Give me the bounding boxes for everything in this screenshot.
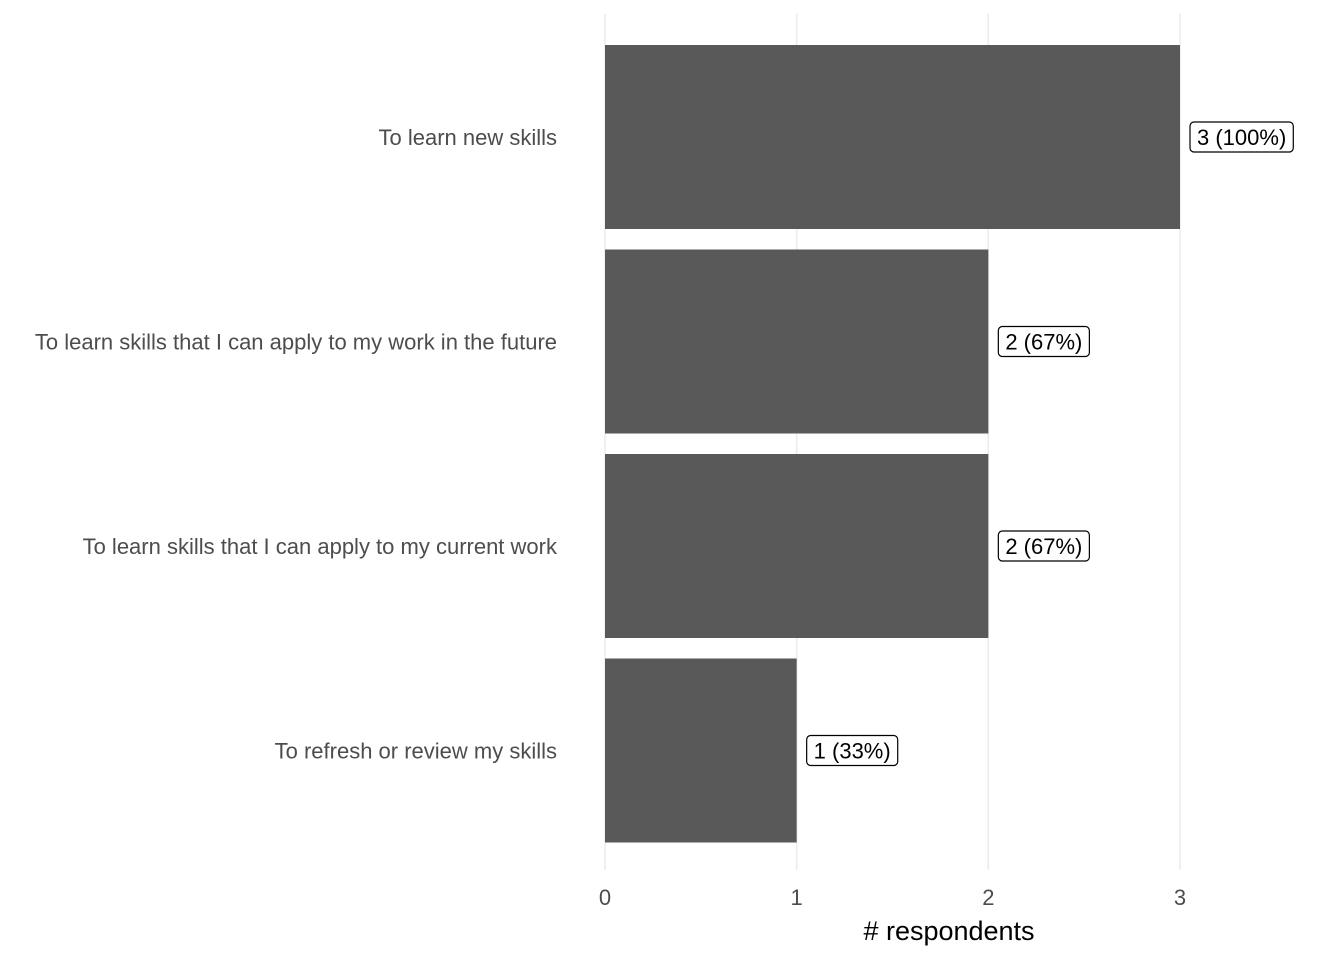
category-labels: To learn new skills To learn skills that … <box>35 125 558 764</box>
bar <box>605 249 989 434</box>
data-label-box <box>997 530 1090 562</box>
x-tick-label: 1 <box>791 885 803 910</box>
data-label: 3 (100%) <box>1189 121 1294 153</box>
x-tick-label: 0 <box>599 885 611 910</box>
x-tick-label: 2 <box>982 885 994 910</box>
data-labels: 3 (100%) 2 (67%) 2 (67%) 1 (33%) <box>806 121 1294 767</box>
category-label: To learn new skills <box>378 125 557 150</box>
bars <box>605 45 1180 843</box>
data-label-box <box>1189 121 1294 153</box>
category-label: To learn skills that I can apply to my c… <box>83 534 558 559</box>
x-tick-labels: 0 1 2 3 <box>599 885 1186 910</box>
x-tick-label: 3 <box>1174 885 1186 910</box>
data-label-text: 2 (67%) <box>1005 330 1082 355</box>
data-label-text: 1 (33%) <box>814 739 891 764</box>
bar <box>605 658 797 843</box>
category-label: To refresh or review my skills <box>275 739 557 764</box>
data-label: 1 (33%) <box>806 734 899 767</box>
bar <box>605 45 1180 229</box>
data-label-text: 2 (67%) <box>1005 534 1082 559</box>
data-label-text: 3 (100%) <box>1197 125 1286 150</box>
x-axis-title: # respondents <box>863 916 1034 946</box>
category-label: To learn skills that I can apply to my w… <box>35 330 557 355</box>
bar <box>605 454 989 638</box>
data-label-box <box>806 734 899 767</box>
data-label: 2 (67%) <box>997 530 1090 562</box>
data-label: 2 (67%) <box>997 325 1090 358</box>
data-label-box <box>997 325 1090 358</box>
